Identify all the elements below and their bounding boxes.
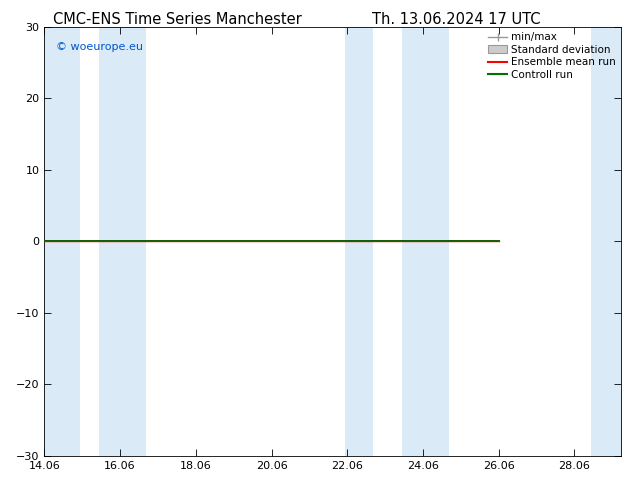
Legend: min/max, Standard deviation, Ensemble mean run, Controll run: min/max, Standard deviation, Ensemble me… (486, 30, 618, 82)
Text: © woeurope.eu: © woeurope.eu (56, 42, 143, 52)
Text: Th. 13.06.2024 17 UTC: Th. 13.06.2024 17 UTC (372, 12, 541, 27)
Bar (402, 27, 449, 456)
Bar (99, 27, 146, 456)
Bar (591, 27, 621, 456)
Text: CMC-ENS Time Series Manchester: CMC-ENS Time Series Manchester (53, 12, 302, 27)
Bar (345, 27, 373, 456)
Bar (44, 27, 80, 456)
